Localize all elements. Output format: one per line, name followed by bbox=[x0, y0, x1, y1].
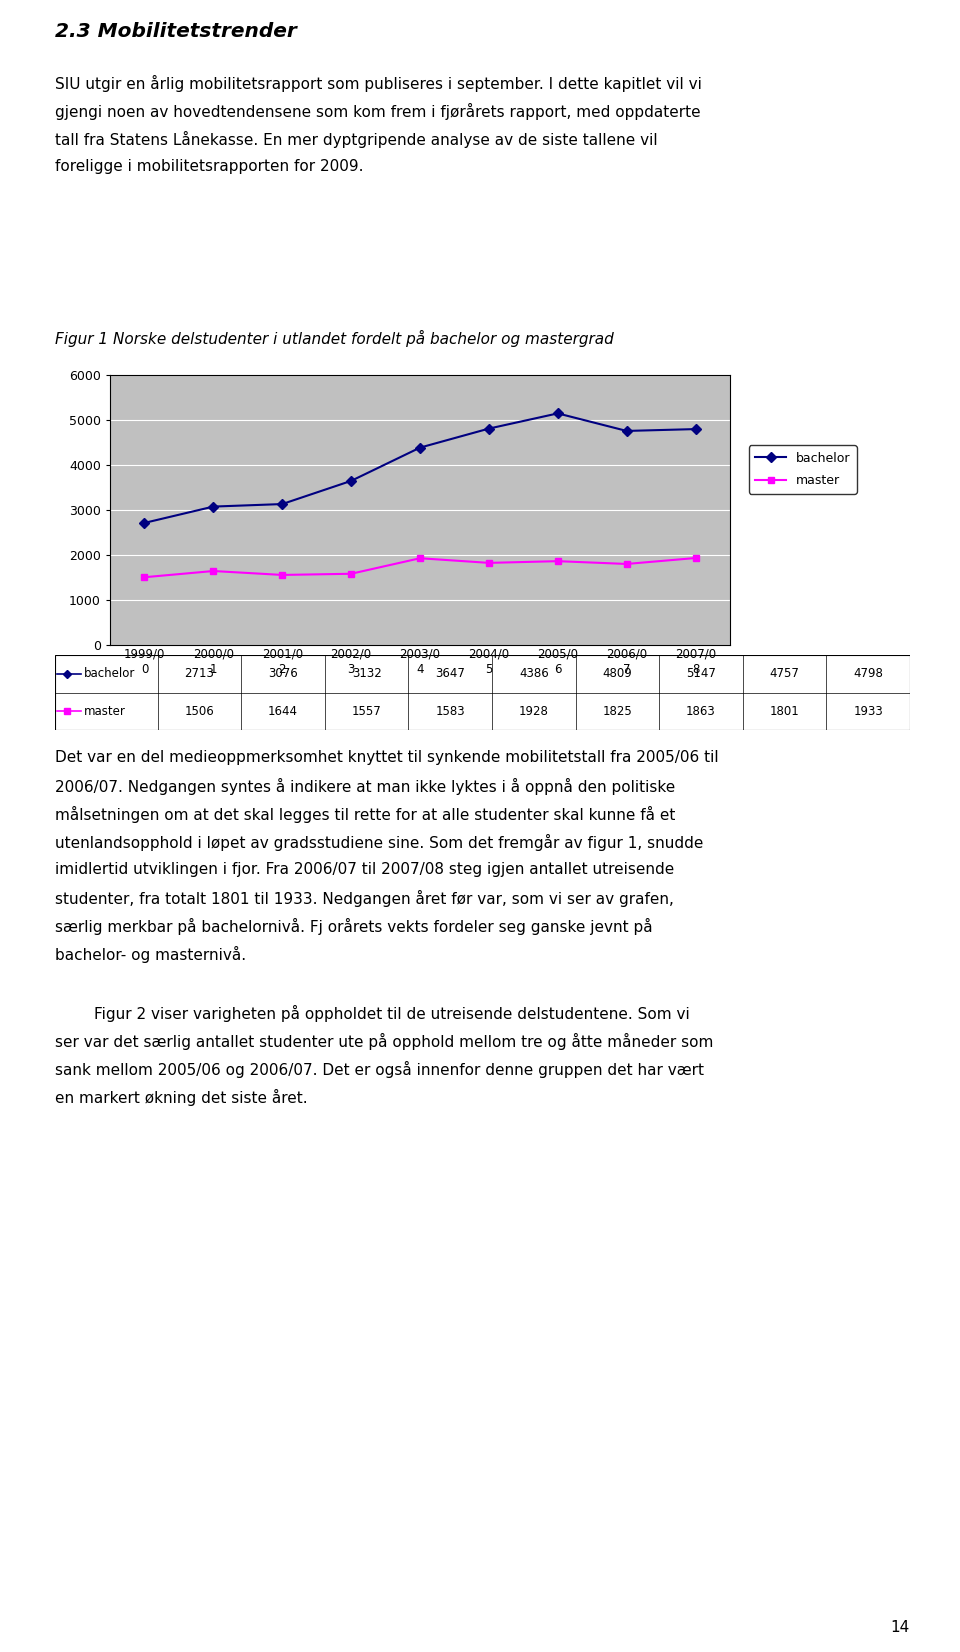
Text: 1801: 1801 bbox=[770, 705, 800, 717]
master bbox=[346, 563, 357, 583]
master bbox=[415, 548, 426, 568]
Text: 4386: 4386 bbox=[519, 667, 549, 681]
Text: målsetningen om at det skal legges til rette for at alle studenter skal kunne få: målsetningen om at det skal legges til r… bbox=[55, 806, 676, 823]
master bbox=[276, 565, 288, 585]
Text: gjengi noen av hovedtendensene som kom frem i fjørårets rapport, med oppdaterte: gjengi noen av hovedtendensene som kom f… bbox=[55, 102, 701, 121]
Text: imidlertid utviklingen i fjor. Fra 2006/07 til 2007/08 steg igjen antallet utrei: imidlertid utviklingen i fjor. Fra 2006/… bbox=[55, 862, 674, 877]
Text: Figur 2 viser varigheten på oppholdet til de utreisende delstudentene. Som vi: Figur 2 viser varigheten på oppholdet ti… bbox=[55, 1004, 689, 1023]
Text: master: master bbox=[84, 705, 126, 717]
Text: 1825: 1825 bbox=[603, 705, 633, 717]
bachelor bbox=[552, 403, 564, 423]
master bbox=[690, 548, 702, 568]
Text: ser var det særlig antallet studenter ute på opphold mellom tre og åtte måneder : ser var det særlig antallet studenter ut… bbox=[55, 1032, 713, 1051]
Text: bachelor: bachelor bbox=[84, 667, 135, 681]
bachelor bbox=[483, 418, 494, 438]
Text: sank mellom 2005/06 og 2006/07. Det er også innenfor denne gruppen det har vært: sank mellom 2005/06 og 2006/07. Det er o… bbox=[55, 1061, 704, 1079]
Text: 5147: 5147 bbox=[686, 667, 716, 681]
bachelor bbox=[346, 471, 357, 491]
bachelor bbox=[207, 497, 219, 517]
master bbox=[483, 553, 494, 573]
bachelor bbox=[621, 421, 633, 441]
Text: 1644: 1644 bbox=[268, 705, 298, 717]
Text: 4798: 4798 bbox=[853, 667, 883, 681]
bachelor bbox=[138, 514, 150, 534]
Text: 2.3 Mobilitetstrender: 2.3 Mobilitetstrender bbox=[55, 21, 297, 41]
Text: Det var en del medieoppmerksomhet knyttet til synkende mobilitetstall fra 2005/0: Det var en del medieoppmerksomhet knytte… bbox=[55, 750, 719, 765]
Text: 2006/07. Nedgangen syntes å indikere at man ikke lyktes i å oppnå den politiske: 2006/07. Nedgangen syntes å indikere at … bbox=[55, 778, 675, 795]
master bbox=[552, 552, 564, 572]
Text: 3132: 3132 bbox=[351, 667, 381, 681]
Text: særlig merkbar på bachelornivå. Fj orårets vekts fordeler seg ganske jevnt på: særlig merkbar på bachelornivå. Fj oråre… bbox=[55, 919, 653, 935]
Text: 1506: 1506 bbox=[184, 705, 214, 717]
bachelor bbox=[276, 494, 288, 514]
Text: 4809: 4809 bbox=[603, 667, 633, 681]
Text: foreligge i mobilitetsrapporten for 2009.: foreligge i mobilitetsrapporten for 2009… bbox=[55, 159, 364, 173]
Text: 1928: 1928 bbox=[518, 705, 549, 717]
Line: bachelor: bachelor bbox=[141, 410, 699, 527]
Text: 3647: 3647 bbox=[435, 667, 466, 681]
Text: utenlandsopphold i løpet av gradsstudiene sine. Som det fremgår av figur 1, snud: utenlandsopphold i løpet av gradsstudien… bbox=[55, 834, 704, 851]
master bbox=[138, 567, 150, 586]
Text: tall fra Statens Lånekasse. En mer dyptgripende analyse av de siste tallene vil: tall fra Statens Lånekasse. En mer dyptg… bbox=[55, 131, 658, 149]
Text: 1863: 1863 bbox=[686, 705, 716, 717]
Text: 2713: 2713 bbox=[184, 667, 214, 681]
Line: master: master bbox=[141, 555, 699, 582]
Text: 3076: 3076 bbox=[268, 667, 298, 681]
Text: Figur 1 Norske delstudenter i utlandet fordelt på bachelor og mastergrad: Figur 1 Norske delstudenter i utlandet f… bbox=[55, 330, 613, 347]
Legend: bachelor, master: bachelor, master bbox=[749, 446, 857, 494]
Text: en markert økning det siste året.: en markert økning det siste året. bbox=[55, 1089, 307, 1107]
Text: 4757: 4757 bbox=[770, 667, 800, 681]
Text: bachelor- og masternivå.: bachelor- og masternivå. bbox=[55, 947, 246, 963]
Text: SIU utgir en årlig mobilitetsrapport som publiseres i september. I dette kapitle: SIU utgir en årlig mobilitetsrapport som… bbox=[55, 74, 702, 93]
Text: studenter, fra totalt 1801 til 1933. Nedgangen året før var, som vi ser av grafe: studenter, fra totalt 1801 til 1933. Ned… bbox=[55, 890, 674, 907]
master bbox=[621, 553, 633, 573]
Text: 1583: 1583 bbox=[436, 705, 465, 717]
master bbox=[207, 562, 219, 582]
Text: 1933: 1933 bbox=[853, 705, 883, 717]
Text: 1557: 1557 bbox=[351, 705, 381, 717]
Text: 14: 14 bbox=[891, 1621, 910, 1635]
bachelor bbox=[415, 438, 426, 458]
bachelor bbox=[690, 420, 702, 439]
